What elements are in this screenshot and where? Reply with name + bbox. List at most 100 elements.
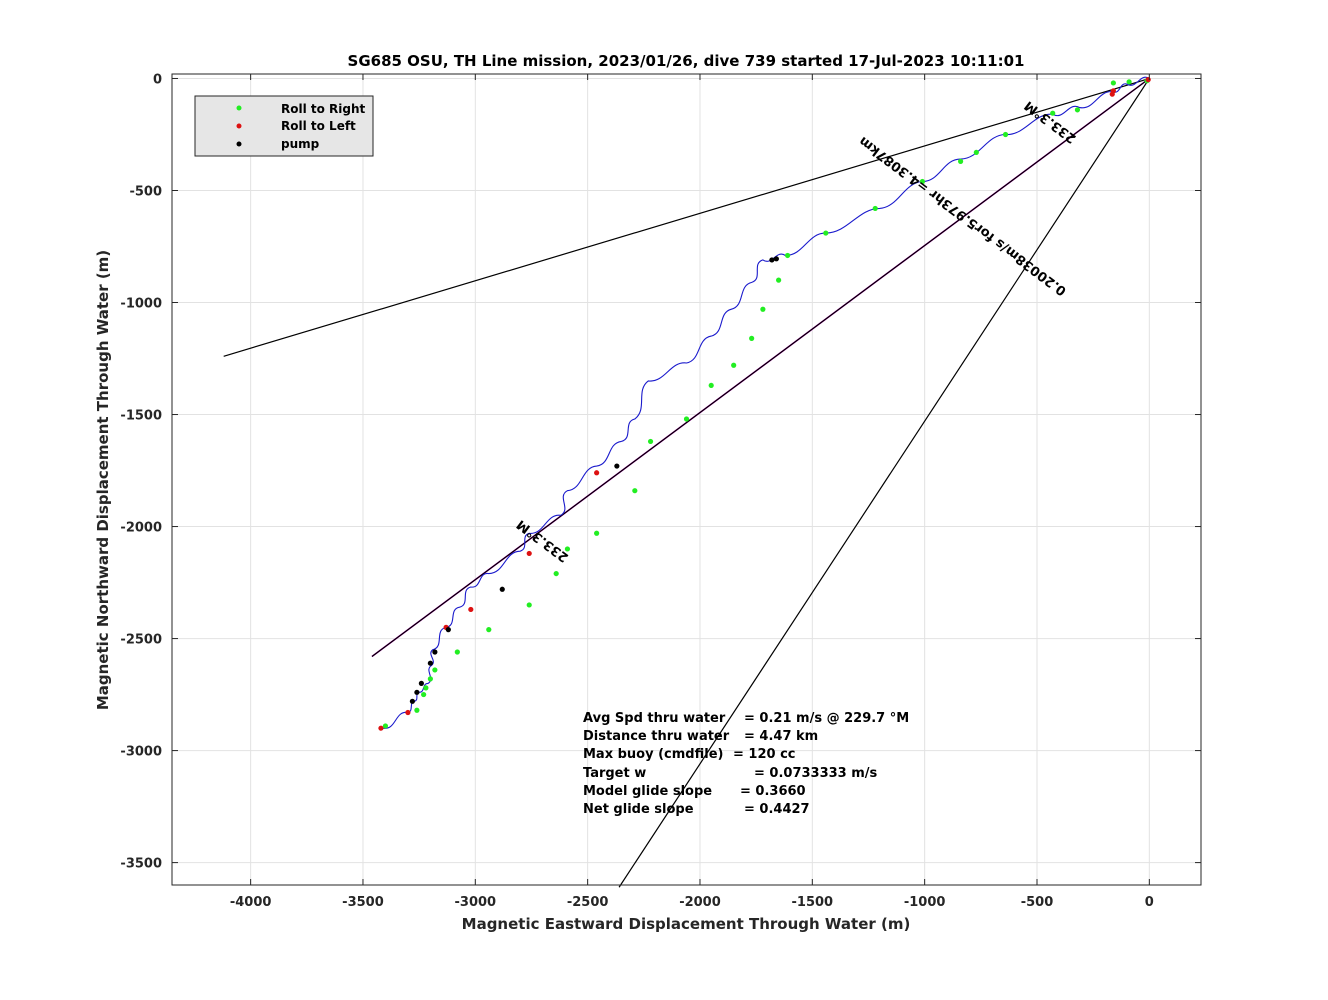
pump-point — [409, 698, 415, 704]
legend-label-roll-right: Roll to Right — [281, 102, 366, 116]
y-tick-label: -2500 — [120, 633, 162, 648]
y-tick-label: -500 — [129, 184, 162, 199]
roll-right-point — [683, 416, 690, 422]
roll-right-point — [1002, 131, 1009, 138]
roll-right-point — [594, 530, 600, 536]
roll-right-point — [776, 277, 782, 283]
x-ticks: -4000 -3500 -3000 -2500 -2000 -1500 -1000 -500 0 — [230, 74, 1154, 910]
line-annotation: 233.3°M — [514, 516, 571, 564]
legend-label-pump: pump — [281, 137, 320, 151]
reference-lines — [223, 77, 1150, 888]
roll-right-point — [708, 382, 714, 389]
roll-left-point — [594, 470, 600, 476]
roll-right-point — [526, 602, 532, 608]
legend: Roll to Right Roll to Left pump — [194, 95, 374, 157]
stat-label-net-glide: Net glide slope — [583, 802, 694, 817]
roll-left-point — [378, 725, 384, 731]
legend-marker-pump — [236, 141, 242, 147]
roll-right-point — [731, 362, 737, 368]
x-tick-label: -4000 — [230, 895, 272, 910]
roll-right-point — [486, 627, 492, 633]
stat-label-distance: Distance thru water — [583, 729, 730, 744]
roll-right-point — [553, 570, 559, 577]
roll-right-point — [919, 178, 926, 185]
pump-point — [418, 680, 424, 686]
x-tick-label: 0 — [1145, 895, 1154, 910]
roll-right-point — [973, 149, 979, 156]
stat-value-model-glide: = 0.3660 — [740, 784, 806, 799]
x-tick-label: -1000 — [904, 895, 946, 910]
pump-point — [445, 627, 451, 633]
roll-right-point — [1074, 107, 1081, 113]
legend-marker-roll-left — [236, 123, 242, 129]
roll-left-point — [468, 606, 474, 613]
grid — [172, 74, 1201, 885]
x-tick-label: -500 — [1021, 895, 1054, 910]
roll-right-point — [414, 707, 420, 713]
stat-value-net-glide: = 0.4427 — [744, 802, 810, 817]
pump-point — [432, 649, 438, 655]
pump-point — [414, 689, 420, 695]
roll-right-point — [749, 335, 755, 341]
y-tick-label: -3000 — [120, 745, 162, 760]
legend-marker-roll-right — [236, 105, 242, 111]
stat-label-target-w: Target w — [583, 766, 646, 781]
line-bound-lower — [618, 78, 1150, 888]
y-tick-label: -3500 — [120, 857, 162, 872]
x-tick-label: -2000 — [679, 895, 721, 910]
y-tick-label: -1000 — [120, 297, 162, 312]
roll-right-point — [1110, 80, 1116, 86]
roll-right-point — [454, 649, 460, 655]
roll-right-point — [785, 252, 791, 259]
stats-block: Avg Spd thru water = 0.21 m/s @ 229.7 °M… — [583, 711, 909, 817]
line-annotation: 233.3°M — [1022, 97, 1079, 145]
roll-right-point — [432, 667, 438, 673]
stat-label-avg-spd: Avg Spd thru water — [583, 711, 726, 726]
y-axis-label: Magnetic Northward Displacement Through … — [94, 250, 112, 710]
roll-left-point — [526, 550, 532, 557]
stat-value-target-w: = 0.0733333 m/s — [754, 766, 878, 781]
stat-value-max-buoy: = 120 cc — [733, 747, 796, 762]
stat-label-model-glide: Model glide slope — [583, 784, 712, 799]
line-bound-mid — [371, 77, 1150, 657]
x-tick-label: -3500 — [342, 895, 384, 910]
x-axis-label: Magnetic Eastward Displacement Through W… — [462, 915, 911, 933]
line-bound-upper — [223, 77, 1150, 357]
roll-right-point — [421, 691, 427, 698]
roll-right-point — [872, 205, 878, 212]
roll-right-point — [423, 685, 429, 691]
x-tick-label: -1500 — [792, 895, 834, 910]
roll-left-point — [405, 709, 411, 716]
roll-right-point — [647, 438, 654, 445]
plot-frame — [171, 73, 1202, 886]
roll-right-point — [760, 306, 766, 312]
roll-right-point — [427, 676, 433, 682]
roll-right-point — [1126, 79, 1132, 85]
line-annotation: 0.20038m/s for5.973hr =4.3087km — [856, 133, 1069, 298]
legend-box — [194, 95, 374, 157]
legend-label-roll-left: Roll to Left — [281, 119, 356, 133]
x-tick-label: -3000 — [455, 895, 497, 910]
stat-label-max-buoy: Max buoy (cmdfile) — [583, 747, 723, 762]
chart-title: SG685 OSU, TH Line mission, 2023/01/26, … — [348, 52, 1025, 70]
roll-right-point — [1050, 110, 1056, 116]
roll-right-point — [632, 488, 638, 494]
track — [383, 76, 1150, 729]
pump-point — [614, 463, 620, 469]
x-tick-label: -2500 — [567, 895, 609, 910]
stat-value-avg-spd: = 0.21 m/s @ 229.7 °M — [744, 711, 909, 726]
markers — [378, 77, 1151, 731]
roll-left-point — [1145, 77, 1151, 83]
track-path — [383, 76, 1150, 729]
roll-right-point — [823, 230, 829, 236]
y-tick-label: 0 — [153, 72, 162, 87]
pump-point — [427, 660, 433, 666]
roll-right-point — [382, 723, 389, 729]
stat-value-distance: = 4.47 km — [744, 729, 818, 744]
y-ticks: 0 -500 -1000 -1500 -2000 -2500 -3000 -3500 — [120, 72, 1201, 872]
roll-left-point — [1109, 91, 1115, 97]
roll-right-point — [564, 546, 571, 552]
pump-point — [769, 257, 775, 263]
